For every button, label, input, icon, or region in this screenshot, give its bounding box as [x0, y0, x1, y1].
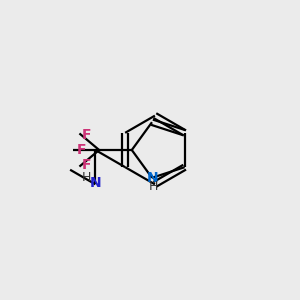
Text: F: F — [82, 158, 91, 172]
Text: H: H — [148, 180, 158, 193]
Text: F: F — [76, 143, 86, 157]
Text: H: H — [82, 171, 91, 184]
Text: F: F — [82, 128, 91, 142]
Text: N: N — [90, 176, 101, 190]
Text: N: N — [147, 171, 159, 185]
